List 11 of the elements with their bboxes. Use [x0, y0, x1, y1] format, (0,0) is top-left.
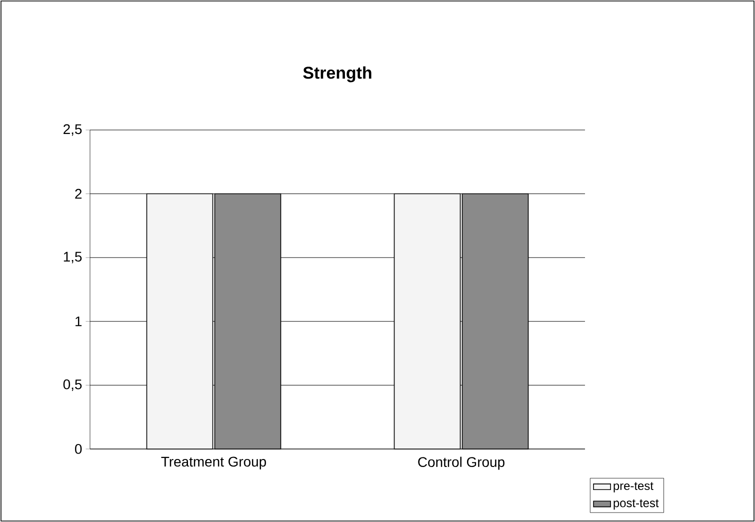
chart-title: Strength — [303, 66, 372, 82]
y-tick-label: 2 — [75, 188, 82, 199]
x-tick-label: Treatment Group — [161, 456, 266, 470]
x-tick-label: Control Group — [418, 456, 504, 470]
legend-label: pre-test — [614, 482, 654, 492]
legend-label: post-test — [614, 499, 659, 510]
y-tick-label: 0 — [75, 444, 82, 454]
y-tick-label: 1,5 — [64, 252, 82, 264]
y-tick-label: 1 — [76, 316, 82, 326]
y-tick-label: 0,5 — [63, 379, 82, 391]
y-tick-label: 2,5 — [64, 124, 82, 136]
